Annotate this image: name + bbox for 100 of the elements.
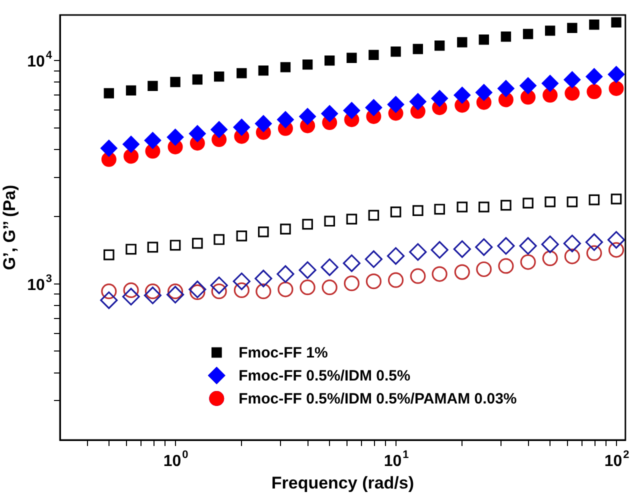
point (124, 148, 139, 164)
point (346, 52, 357, 63)
point (364, 250, 382, 268)
point (126, 244, 136, 255)
point (520, 90, 536, 105)
point (144, 132, 162, 149)
point (520, 77, 537, 94)
point (167, 284, 184, 300)
point (478, 34, 490, 45)
point (344, 276, 360, 292)
point (588, 194, 600, 206)
point (497, 80, 514, 97)
point (256, 284, 272, 300)
point (475, 238, 493, 256)
point (542, 88, 558, 103)
point (368, 210, 380, 221)
point (321, 105, 338, 122)
point (434, 40, 445, 51)
point (101, 284, 117, 300)
point (431, 90, 448, 107)
point (390, 46, 401, 57)
point (302, 59, 313, 70)
point (519, 237, 537, 255)
point (564, 86, 580, 101)
point (542, 250, 558, 266)
point (457, 37, 468, 48)
point (190, 284, 206, 300)
point (500, 200, 512, 211)
point (497, 237, 515, 255)
point (586, 245, 602, 261)
y-axis-title: G’, G’’ (Pa) (0, 184, 19, 270)
point (276, 265, 294, 283)
point (500, 32, 512, 42)
legend-label: Fmoc-FF 0.5%/IDM 0.5% (238, 368, 410, 385)
point (388, 272, 404, 288)
point (611, 17, 622, 28)
point (188, 280, 206, 298)
point (147, 242, 158, 253)
point (390, 206, 402, 218)
point (254, 270, 272, 288)
point (298, 261, 316, 279)
point (608, 80, 624, 96)
point (276, 111, 294, 128)
point (522, 198, 534, 209)
point (210, 276, 228, 294)
point (346, 214, 358, 225)
point (144, 286, 162, 304)
point (564, 248, 580, 264)
point (387, 96, 404, 113)
point (412, 44, 424, 54)
point (454, 86, 471, 104)
point (366, 274, 382, 290)
point (434, 204, 445, 215)
point (342, 254, 360, 272)
point (475, 84, 492, 101)
point (170, 76, 180, 88)
point (544, 26, 556, 36)
point (300, 280, 316, 296)
point (104, 249, 114, 260)
point (322, 280, 338, 296)
point (126, 85, 136, 96)
point (608, 66, 625, 83)
point (122, 136, 140, 153)
x-axis-title: Frequency (rad/s) (271, 473, 414, 492)
point (522, 28, 534, 40)
point (386, 247, 405, 265)
point (324, 216, 335, 227)
point (166, 286, 184, 304)
point (236, 230, 248, 242)
point (586, 84, 602, 100)
point (343, 102, 360, 119)
point (430, 241, 448, 259)
point (302, 218, 313, 230)
legend-label: Fmoc-FF 1% (238, 344, 328, 362)
point (453, 240, 471, 258)
point (432, 266, 448, 282)
point (210, 121, 228, 138)
point (278, 282, 294, 298)
point (544, 196, 556, 208)
point (589, 20, 600, 30)
point (166, 128, 184, 146)
point (586, 68, 603, 86)
point (566, 196, 578, 208)
point (498, 258, 514, 274)
legend-label: Fmoc-FF 0.5%/IDM 0.5%/PAMAM 0.03% (238, 390, 517, 408)
point (192, 74, 203, 85)
point (104, 88, 114, 98)
point (258, 65, 269, 76)
point (280, 224, 291, 234)
point (188, 125, 206, 142)
point (541, 236, 559, 254)
point (192, 238, 203, 249)
point (211, 284, 227, 300)
point (567, 22, 578, 34)
point (607, 231, 626, 249)
point (410, 268, 426, 284)
point (254, 115, 272, 132)
point (478, 202, 490, 212)
point (564, 71, 581, 88)
point (280, 62, 291, 72)
